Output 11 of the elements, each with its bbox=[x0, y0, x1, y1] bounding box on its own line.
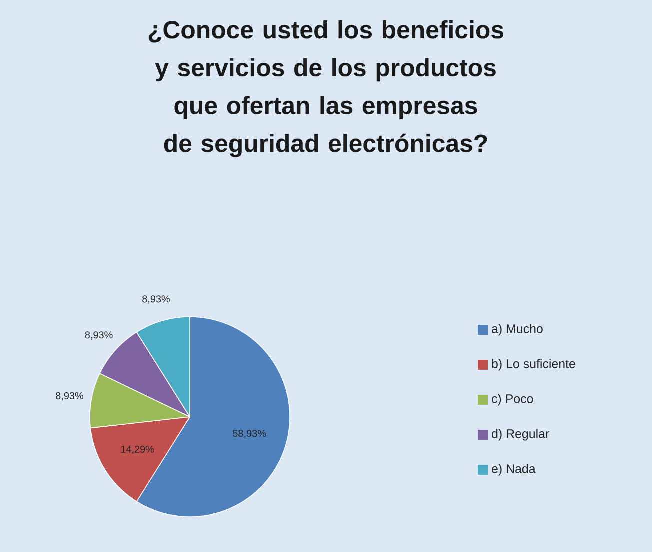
data-label: 14,29% bbox=[121, 446, 154, 454]
data-label: 8,93% bbox=[85, 332, 113, 340]
data-label: 58,93% bbox=[233, 430, 266, 438]
legend-label: e) Nada bbox=[492, 464, 536, 476]
data-label: 8,93% bbox=[142, 296, 170, 304]
data-label: 8,93% bbox=[56, 392, 84, 401]
legend-label: d) Regular bbox=[492, 429, 550, 441]
chart-title: ¿Conoce usted los beneficios y servicios de los productos que ofertan las empresas de seguridad electrónicas? bbox=[148, 20, 504, 158]
legend-label: a) Mucho bbox=[492, 324, 543, 336]
legend-label: c) Poco bbox=[492, 394, 534, 406]
legend-label: b) Lo suficiente bbox=[492, 359, 576, 371]
